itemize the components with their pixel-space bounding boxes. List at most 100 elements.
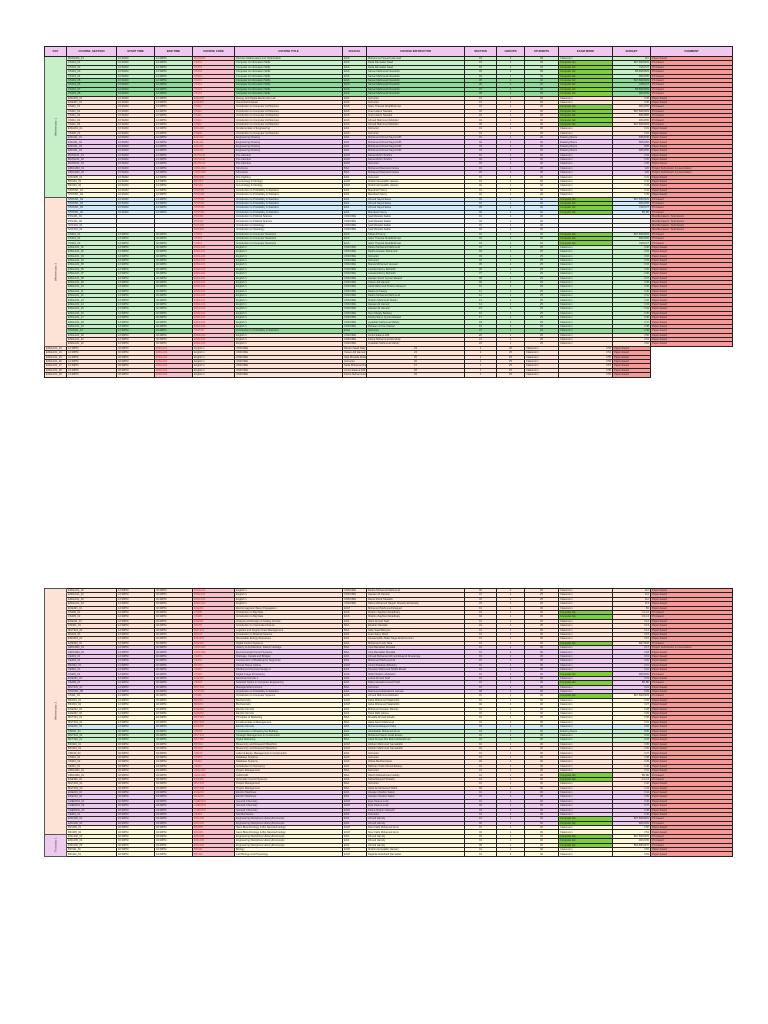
table-row[interactable]: BIO112_01 02:30PM 04:29PM BIO112 Cell Biolog… bbox=[44, 851, 733, 857]
table-row[interactable]: MATH101_02 10:30AM 12:29PM MATH101 Pre-Calcu… bbox=[44, 156, 733, 163]
start-cell[interactable]: 02:30PM bbox=[116, 851, 155, 857]
table-row[interactable]: ECE320_01 12:30PM 02:29PM ECE320 Digital Con… bbox=[44, 640, 733, 647]
table-row[interactable]: ENG315_01 12:30PM 02:29PM ENG315 Renewable E… bbox=[44, 636, 733, 642]
day-cell: Thursday 1 bbox=[44, 833, 67, 857]
table-row[interactable]: ARCH401_01 02:30PM 04:29PM ARCH401 Project M… bbox=[44, 767, 733, 774]
table-row[interactable]: CS101_04 10:30AM 12:29PM CS101 Computer & In… bbox=[44, 73, 733, 80]
comment-cell[interactable]: Paper-based bbox=[650, 341, 733, 347]
table-row[interactable]: ECE210_01 02:30PM 04:29PM ECE210 Electric Ma… bbox=[44, 789, 733, 796]
table-row[interactable]: ENGL101_26 12:30PM 02:29PM ENGL101 English 1… bbox=[44, 358, 733, 365]
table-row[interactable]: MGT201_01 12:30PM 02:29PM MGT201 Fundamental… bbox=[44, 719, 733, 726]
schedule-table: Wednesday 2 ENGL101_30 12:30PM 02:29PM ENGL1… bbox=[44, 587, 733, 857]
table-row[interactable]: CS305_01 10:30AM 12:29PM CS305 Introduction … bbox=[44, 130, 733, 137]
table-row[interactable]: BIO101_02 10:30AM 12:29PM BIO101 Immunology … bbox=[44, 183, 733, 189]
table-row[interactable]: BIO101_01 10:30AM 12:29PM BIO101 Immunology … bbox=[44, 178, 733, 185]
table-row[interactable]: BIO310_02 02:30PM 04:29PM BIO310 Biosecurity… bbox=[44, 746, 733, 752]
sec-cell[interactable]: 01 bbox=[464, 851, 497, 857]
table-row[interactable]: ENGL101_12 12:30PM 02:29PM ENGL101 English 1… bbox=[44, 293, 733, 299]
table-row[interactable]: STAT201_01 10:30AM 12:29PM STAT201 Introduct… bbox=[44, 187, 733, 194]
table-row[interactable]: ARCH301_01 12:30PM 02:29PM ARCH301 History o… bbox=[44, 645, 733, 651]
instructor-cell[interactable]: Raghda Abdelhadi Ramadan bbox=[366, 851, 465, 857]
schedule-table: DAY COURSE_SECTION START TIME END TIME COURS… bbox=[44, 46, 733, 378]
end-cell[interactable]: 02:29PM bbox=[116, 372, 155, 378]
table-row[interactable]: CS301_02 12:30PM 02:29PM CS301 Introduction … bbox=[44, 235, 733, 242]
table-row[interactable]: Wednesday 2 ENGL101_30 12:30PM 02:29PM ENGL1… bbox=[44, 587, 733, 835]
exam-cell[interactable]: Classroom bbox=[558, 851, 613, 857]
day-cell: Wednesday 2 bbox=[44, 588, 67, 835]
table-row[interactable]: ECE202_02 12:30PM 02:29PM ECE202 Electric Ci… bbox=[44, 710, 733, 717]
table-row[interactable]: ENGL101_09 12:30PM 02:29PM ENGL101 English 1… bbox=[44, 279, 733, 286]
table-row[interactable]: SOC101_02 SOC101 Introduction to Sociology… bbox=[44, 227, 733, 233]
instructor-cell[interactable]: Alaa Mostafa AbdelBary bbox=[342, 354, 367, 361]
table-row[interactable]: ENGL101_01 12:30PM 02:29PM ENGL101 English 1… bbox=[44, 244, 733, 251]
school-cell[interactable]: ECM bbox=[342, 851, 367, 857]
table-row[interactable]: ENGL101_33 12:30PM 02:29PM ENGL101 English 1… bbox=[44, 601, 733, 607]
table-row[interactable]: CS405_02 12:30PM 02:29PM CS405 Introduction … bbox=[44, 614, 733, 620]
comment-cell[interactable]: Paper-based bbox=[650, 851, 733, 857]
table-row[interactable]: ENG111_01 10:30AM 12:29PM ENG111 Engineering… bbox=[44, 134, 733, 141]
title-cell[interactable]: English 1 bbox=[192, 372, 235, 378]
instructor-cell[interactable]: Amira Salama Afifi bbox=[342, 367, 367, 374]
comment-cell[interactable]: Paper-based bbox=[612, 372, 651, 378]
column-header[interactable]: STUDENTS bbox=[524, 46, 559, 57]
groups-cell[interactable]: 1 bbox=[496, 851, 525, 857]
schedule-page-1: DAY COURSE_SECTION START TIME END TIME COURS… bbox=[44, 46, 733, 378]
table-row[interactable]: CE499_01 12:30PM 02:29PM CE499 Selected Topi… bbox=[44, 680, 733, 686]
column-header[interactable]: SECTION bbox=[464, 46, 497, 57]
column-header[interactable]: COMMENT bbox=[650, 46, 733, 57]
instructor-cell[interactable]: Fatma Mohammed Naguib Elshazly bbox=[342, 372, 367, 378]
table-row[interactable]: ARCH320_01 02:30PM 04:29PM ARCH320 CAD/CAM BA… bbox=[44, 772, 733, 778]
students-cell[interactable]: 25 bbox=[496, 372, 525, 378]
table-row[interactable]: ENG111_03 10:30AM 12:29PM ENG111 Engineering… bbox=[44, 143, 733, 150]
column-header[interactable]: GROUPS bbox=[496, 46, 525, 57]
instructor-cell[interactable]: Reham Saad Zaky bbox=[342, 345, 367, 352]
table-row[interactable]: ENGL101_10 12:30PM 02:29PM ENGL101 English 1… bbox=[44, 284, 733, 290]
table-row[interactable]: ENGL101_29 12:30PM 02:29PM ENGL101 English 1… bbox=[44, 372, 733, 378]
table-row[interactable]: ECE202_03 12:30PM 02:29PM ECE202 Electric Ci… bbox=[44, 724, 733, 730]
table-row[interactable]: ECE210_02 02:30PM 04:29PM ECE210 Electric Ma… bbox=[44, 794, 733, 800]
table-row[interactable]: Thursday 1 ENG100_03 02:30PM 04:29PM ENG100 E… bbox=[44, 833, 733, 857]
instructor-cell[interactable]: Yasser Atif Hamed bbox=[342, 350, 367, 356]
sec-cell[interactable]: 29 bbox=[366, 372, 465, 378]
column-header[interactable]: EXAM MODE bbox=[558, 46, 613, 57]
exam-cell[interactable]: Classroom bbox=[524, 372, 559, 378]
section-cell[interactable]: ENGL101_29 bbox=[44, 372, 67, 378]
table-row[interactable]: ENGL101_11 12:30PM 02:29PM ENGL101 English 1… bbox=[44, 288, 733, 295]
title-cell[interactable]: Cell Biology and Physiology bbox=[234, 851, 343, 857]
column-header[interactable]: START TIME bbox=[116, 46, 155, 57]
column-header[interactable]: COURSE INSTRUCTOR bbox=[366, 46, 465, 57]
column-header[interactable]: DAY bbox=[44, 46, 67, 57]
column-header[interactable]: COURSE CODE bbox=[192, 46, 235, 57]
instructor-cell[interactable]: Nada Mohamed Fathi bbox=[342, 363, 367, 369]
table-row[interactable]: ENG111_02 10:30AM 12:29PM ENG111 Engineering… bbox=[44, 139, 733, 145]
table-row[interactable]: CE211_01 02:30PM 04:29PM CE211 Introduction … bbox=[44, 763, 733, 770]
table-row[interactable]: CM410_01 02:30PM 04:29PM CM410 Labor & Equip… bbox=[44, 750, 733, 756]
start-cell[interactable]: 12:30PM bbox=[66, 372, 117, 378]
column-header[interactable]: END TIME bbox=[154, 46, 193, 57]
table-header: DAY COURSE_SECTION START TIME END TIME COURS… bbox=[44, 46, 733, 57]
budget-cell[interactable]: F59 bbox=[558, 372, 613, 378]
table-row[interactable]: CHEM101_03 02:30PM 04:29PM CHEM101 General C… bbox=[44, 807, 733, 813]
column-header[interactable]: COURSE TITLE bbox=[234, 46, 343, 57]
column-header[interactable]: COURSE_SECTION bbox=[66, 46, 117, 57]
day-cell: Wednesday 1 bbox=[44, 56, 67, 198]
students-cell[interactable]: 40 bbox=[524, 851, 559, 857]
school-cell[interactable]: UNICORE bbox=[234, 372, 343, 378]
table-row[interactable]: CM301_01 02:30PM 04:29PM CM301 Construction … bbox=[44, 728, 733, 734]
section-cell[interactable]: BIO112_01 bbox=[66, 851, 117, 857]
table-row[interactable]: Wednesday 2 STAT201_03 10:30AM 12:29PM STAT2… bbox=[44, 196, 733, 347]
table-row[interactable]: CS101_01 10:30AM 12:29PM CS101 Computer & In… bbox=[44, 60, 733, 66]
budget-cell[interactable]: F53 bbox=[612, 851, 651, 857]
day-cell: Wednesday 2 bbox=[44, 196, 67, 347]
code-cell[interactable]: BIO112 bbox=[192, 851, 235, 857]
groups-cell[interactable]: 1 bbox=[464, 372, 497, 378]
table-row[interactable]: CS111_01 12:30PM 02:29PM CS111 Introduction … bbox=[44, 693, 733, 699]
table-row[interactable]: ECE311_01 12:30PM 02:29PM ECE311 Analysis an… bbox=[44, 618, 733, 625]
code-cell[interactable]: ENGL101 bbox=[154, 372, 193, 378]
end-cell[interactable]: 04:29PM bbox=[154, 851, 193, 857]
table-row[interactable]: CS405_01 12:30PM 02:29PM CS405 Introduction … bbox=[44, 609, 733, 616]
table-row[interactable]: ENGL101_25 12:30PM 02:29PM ENGL101 English 1… bbox=[44, 354, 733, 361]
column-header[interactable]: BUDGET bbox=[612, 46, 651, 57]
column-header[interactable]: SCHOOL bbox=[342, 46, 367, 57]
table-row[interactable]: FIN301_01 12:30PM 02:29PM FIN301 Introductio… bbox=[44, 623, 733, 629]
